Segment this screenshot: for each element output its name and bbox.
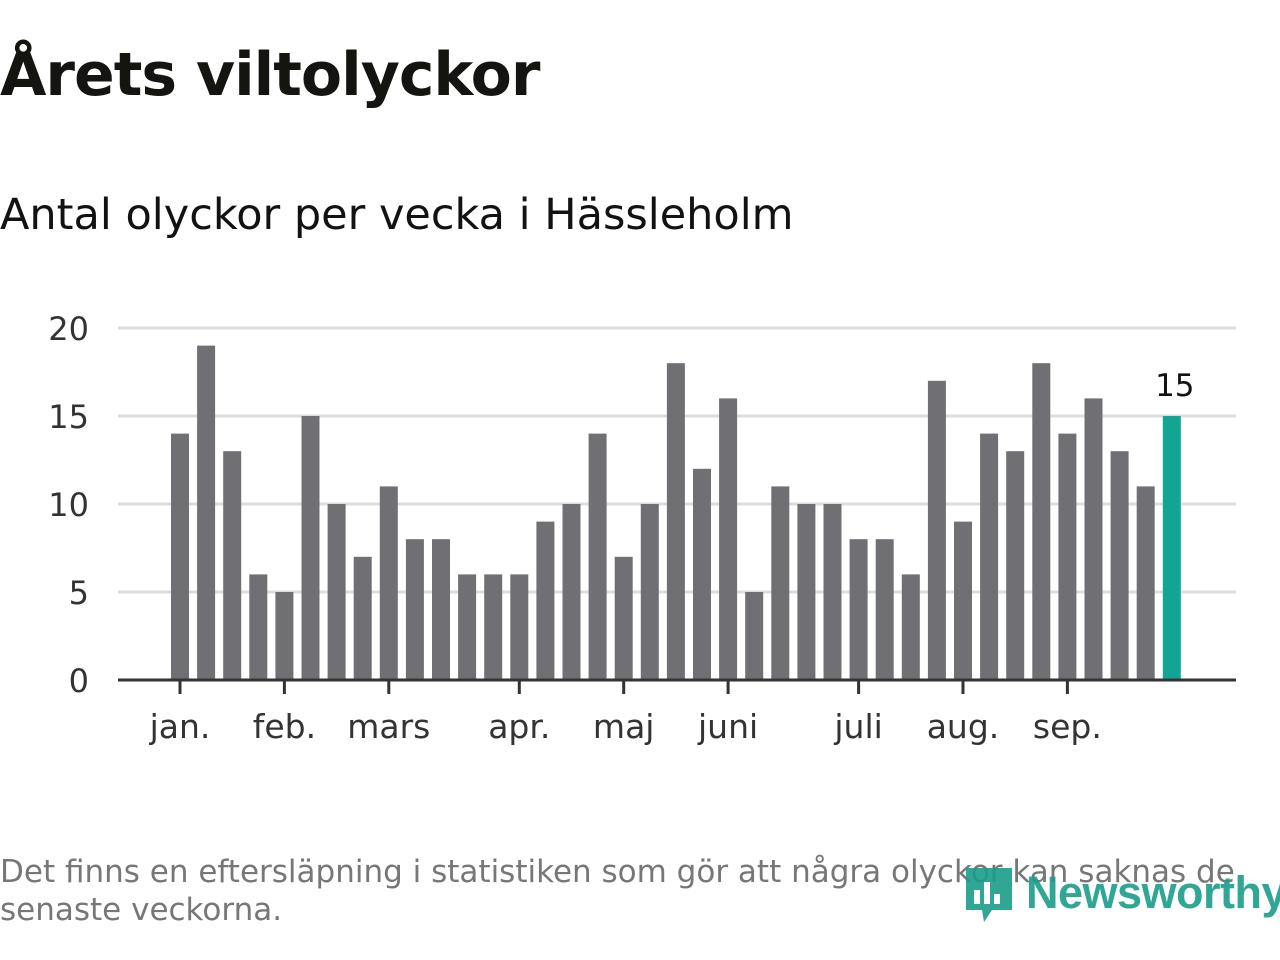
bar [484, 574, 503, 680]
bar [954, 521, 972, 680]
bar [510, 574, 529, 680]
newsworthy-logo-text: Newsworthy [1026, 867, 1280, 918]
bar [980, 433, 999, 680]
bar [1110, 451, 1129, 680]
bar [249, 574, 268, 680]
bar [562, 504, 581, 680]
bar-chart: 0 5 10 15 20 15 jan. feb. mars apr. maj juni juli aug… [48, 310, 1236, 746]
bar [719, 398, 738, 680]
bar [327, 504, 346, 680]
bar [666, 363, 685, 680]
x-tick-label: feb. [253, 707, 316, 746]
bar [797, 504, 816, 680]
x-tick-label: maj [593, 707, 655, 746]
bar [614, 556, 633, 680]
bar [1006, 451, 1025, 680]
x-tick-label: jan. [149, 707, 211, 746]
bar [823, 504, 842, 680]
x-tick-label: aug. [927, 707, 1000, 746]
bar [223, 451, 242, 680]
bar [275, 592, 294, 680]
footnote: Det finns en eftersläpning i statistiken… [0, 854, 1235, 928]
bar [1136, 486, 1155, 680]
chart-subtitle: Antal olyckor per vecka i Hässleholm [0, 190, 794, 240]
bar [927, 380, 946, 680]
y-tick-label: 10 [48, 486, 89, 524]
bar [353, 556, 372, 680]
x-tick-label: sep. [1033, 707, 1102, 746]
bar [849, 539, 868, 680]
x-tick-label: juli [833, 707, 882, 746]
bar [458, 574, 477, 680]
highlighted-bar [1162, 416, 1181, 680]
x-tick-label: juni [697, 707, 758, 746]
bar [745, 592, 764, 680]
axis-labels: 0 5 10 15 20 15 jan. feb. mars apr. maj juni juli aug… [48, 310, 1194, 746]
bar [1084, 398, 1103, 680]
x-tick-label: apr. [488, 707, 550, 746]
bar [171, 433, 189, 680]
newsworthy-logo-icon [966, 868, 1012, 922]
y-tick-label: 5 [69, 574, 89, 612]
highlight-value-label: 15 [1155, 368, 1194, 404]
bar [405, 539, 424, 680]
bar [901, 574, 920, 680]
y-tick-label: 0 [69, 662, 89, 700]
x-axis [118, 678, 1236, 694]
bar [1058, 433, 1077, 680]
bar [536, 521, 555, 680]
bar [771, 486, 790, 680]
bar [379, 486, 398, 680]
bar [693, 468, 711, 680]
bar [1032, 363, 1051, 680]
chart-title: Årets viltolyckor [0, 40, 540, 110]
newsworthy-logo: Newsworthy [962, 860, 1280, 926]
bar [432, 539, 450, 680]
bar [640, 504, 659, 680]
y-tick-label: 15 [48, 398, 89, 436]
bars [171, 345, 1181, 680]
bar [875, 539, 894, 680]
y-tick-label: 20 [48, 310, 89, 348]
bar [301, 416, 320, 680]
bar [588, 433, 607, 680]
bar [197, 345, 216, 680]
x-tick-label: mars [347, 707, 430, 746]
